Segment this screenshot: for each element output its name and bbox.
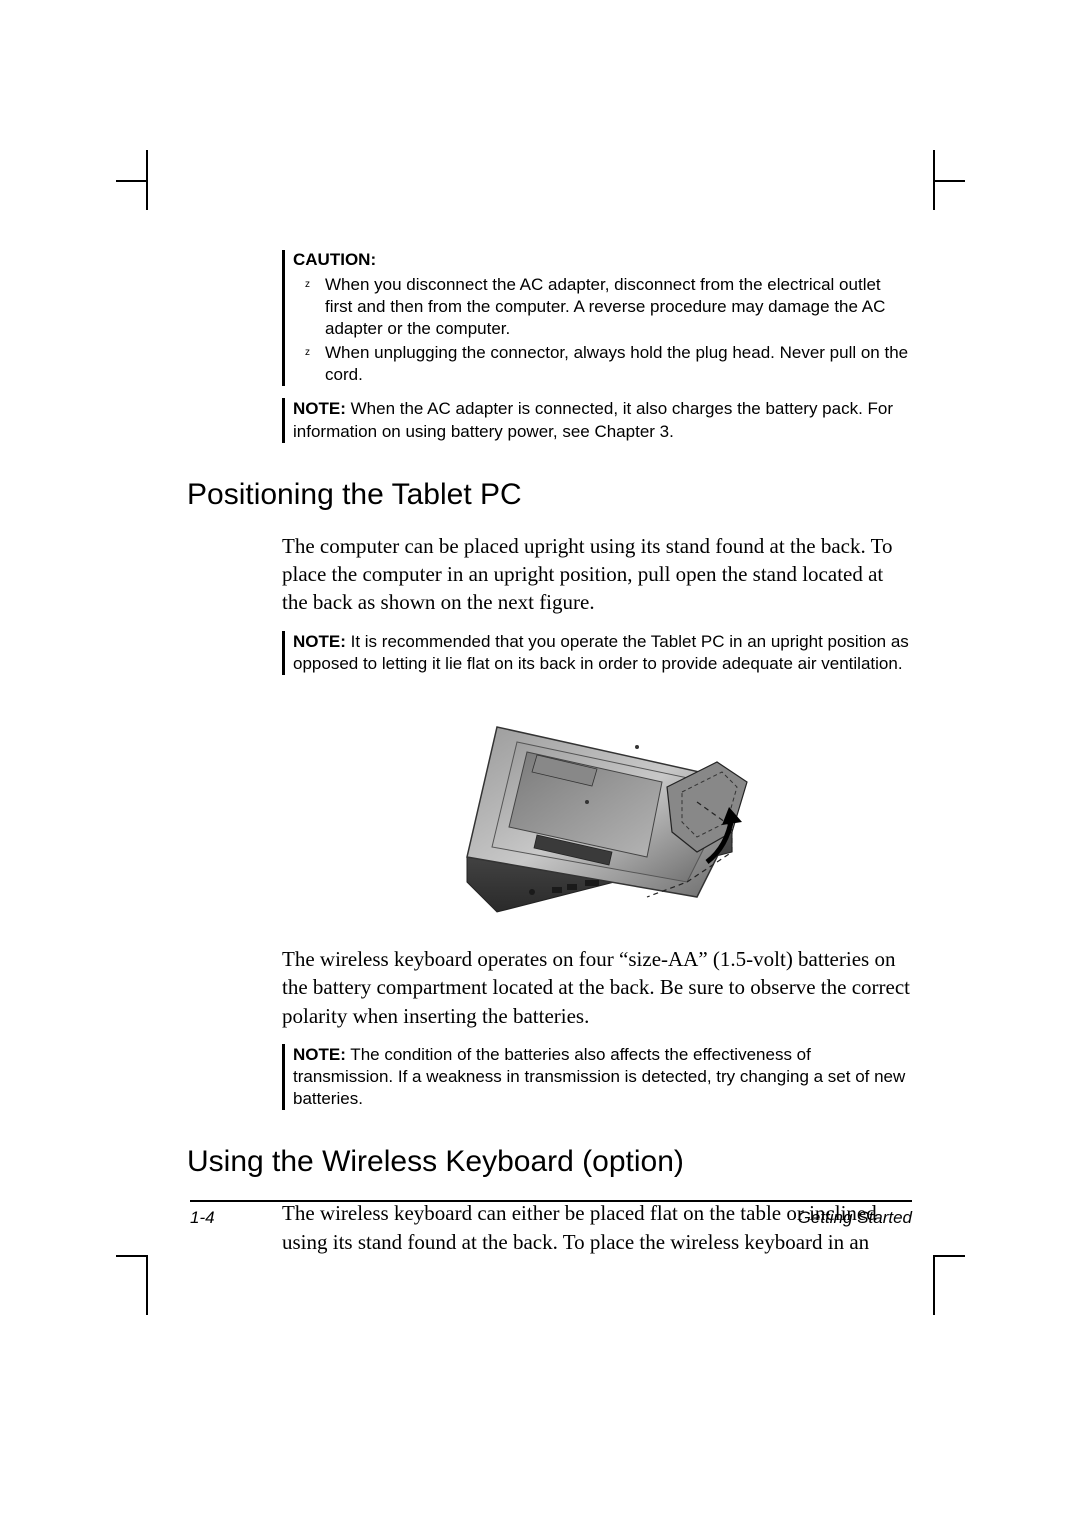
- note-block: NOTE: It is recommended that you operate…: [282, 631, 912, 675]
- note-block: NOTE: The condition of the batteries als…: [282, 1044, 912, 1110]
- note-text: NOTE: When the AC adapter is connected, …: [293, 398, 912, 442]
- tablet-device-illustration: [437, 687, 757, 922]
- note-text: NOTE: It is recommended that you operate…: [293, 631, 912, 675]
- note-body: The condition of the batteries also affe…: [293, 1045, 905, 1108]
- page-content: CAUTION: When you disconnect the AC adap…: [222, 250, 912, 1270]
- section-heading-positioning: Positioning the Tablet PC: [187, 478, 912, 512]
- body-paragraph: The computer can be placed upright using…: [282, 532, 912, 617]
- caution-label: CAUTION:: [293, 250, 912, 270]
- section-heading-keyboard: Using the Wireless Keyboard (option): [187, 1145, 912, 1179]
- note-text: NOTE: The condition of the batteries als…: [293, 1044, 912, 1110]
- caution-list: When you disconnect the AC adapter, disc…: [293, 274, 912, 386]
- note-block: NOTE: When the AC adapter is connected, …: [282, 398, 912, 442]
- footer-title: Getting Started: [798, 1208, 912, 1228]
- caution-item: When you disconnect the AC adapter, disc…: [305, 274, 912, 340]
- page-number: 1-4: [190, 1208, 215, 1228]
- body-paragraph: The wireless keyboard operates on four “…: [282, 945, 912, 1030]
- crop-mark: [116, 180, 146, 182]
- crop-mark: [935, 180, 965, 182]
- crop-mark: [116, 1255, 146, 1257]
- note-label: NOTE:: [293, 632, 346, 651]
- crop-mark: [933, 1255, 935, 1315]
- page-footer: 1-4 Getting Started: [190, 1200, 912, 1228]
- crop-mark: [146, 1255, 148, 1315]
- caution-block: CAUTION: When you disconnect the AC adap…: [282, 250, 912, 386]
- figure-tablet-stand: [282, 687, 912, 927]
- crop-mark: [935, 1255, 965, 1257]
- note-body: It is recommended that you operate the T…: [293, 632, 909, 673]
- caution-item: When unplugging the connector, always ho…: [305, 342, 912, 386]
- note-label: NOTE:: [293, 399, 346, 418]
- note-label: NOTE:: [293, 1045, 346, 1064]
- crop-mark: [146, 150, 148, 210]
- crop-mark: [933, 150, 935, 210]
- note-body: When the AC adapter is connected, it als…: [293, 399, 893, 440]
